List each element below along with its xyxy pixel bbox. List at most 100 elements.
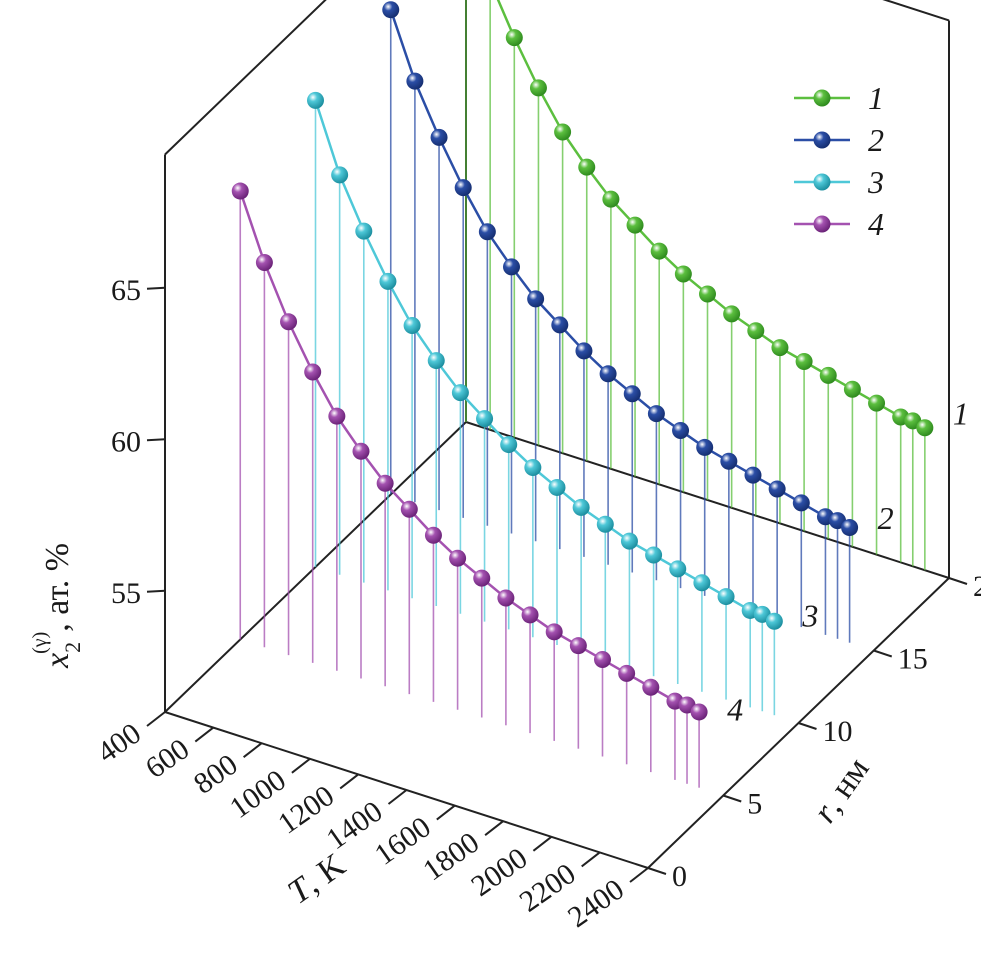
t-tick-mark	[146, 711, 166, 727]
r-tick-label: 15	[898, 643, 928, 676]
r-tick-label: 5	[747, 788, 762, 821]
series-2-point	[551, 316, 569, 334]
legend-label-4: 4	[868, 206, 884, 242]
series-1-point	[554, 123, 572, 141]
t-tick-mark	[291, 758, 311, 774]
legend-label-3: 3	[867, 164, 884, 200]
series-3-point	[693, 574, 711, 592]
series-2-point	[768, 480, 786, 498]
series-3-point	[403, 317, 421, 334]
series-4-point	[231, 182, 249, 200]
series-3-point	[524, 459, 542, 477]
series-2-point	[599, 365, 617, 383]
series-2-line	[389, 9, 851, 529]
series-2-point	[696, 438, 714, 456]
series-1-point	[916, 419, 934, 437]
r-tick-mark	[798, 722, 817, 730]
series-2-point	[841, 519, 859, 537]
x2-tick-mark	[146, 589, 166, 593]
legend-marker-2	[813, 131, 831, 149]
series-1-point	[843, 380, 861, 398]
series-2-point	[720, 452, 738, 470]
series-3-point	[500, 436, 518, 454]
series-2-point	[406, 72, 424, 90]
series-3-point	[355, 222, 373, 240]
series-4-point	[328, 407, 346, 425]
series-4-point	[642, 678, 660, 696]
top-left-edge	[164, 0, 327, 156]
t-axis-ticks: 4006008001000120014001600180020002200240…	[91, 711, 649, 934]
series-1-point	[795, 353, 813, 371]
t-tick-mark	[242, 742, 263, 758]
series-1-point	[819, 366, 837, 384]
x2-tick-mark	[146, 438, 166, 442]
series-1-point	[747, 322, 765, 340]
series-curves	[231, 0, 934, 721]
series-3-point	[645, 546, 663, 564]
series-4-line	[239, 190, 700, 714]
t-axis-label: T, K	[281, 846, 352, 911]
series-2-point	[478, 223, 496, 241]
t-tick-mark	[484, 820, 504, 836]
series-3-point	[669, 560, 687, 578]
series-2-point	[454, 179, 472, 197]
r-tick-mark	[873, 649, 893, 658]
series-4-point	[618, 664, 636, 682]
series-2-point	[792, 494, 810, 512]
series-2-point	[503, 258, 520, 276]
series-4-point	[690, 703, 708, 721]
series-3-point	[717, 588, 735, 606]
series-2-point	[672, 422, 690, 440]
x2-axis-label: x2(γ), ат. %	[29, 543, 85, 669]
series-1-point	[529, 79, 547, 97]
series-4-point	[424, 526, 442, 544]
r-axis-ticks: 0 5 10 15 20	[647, 570, 981, 893]
x2-tick-label: 55	[111, 577, 141, 610]
t-tick-label: 400	[91, 717, 147, 770]
series-3-point	[451, 384, 469, 402]
series-1-point	[674, 265, 692, 283]
series-2-point	[527, 290, 545, 308]
legend-label-1: 1	[868, 80, 884, 116]
t-tick-mark	[532, 836, 553, 852]
series-4-point	[400, 500, 418, 518]
series-4-point	[376, 474, 394, 492]
r-tick-label: 20	[973, 570, 981, 603]
r-tick-mark	[722, 794, 742, 803]
series-1-point	[505, 29, 523, 47]
series-1-point	[650, 242, 668, 260]
series-3-line	[314, 99, 775, 623]
t-tick-mark	[581, 851, 601, 868]
series-2-point	[623, 385, 641, 403]
series-3-point	[379, 272, 397, 290]
series-3-end-label: 3	[801, 598, 818, 634]
series-4-point	[280, 313, 298, 331]
legend-marker-4	[813, 215, 831, 233]
series-1-end-label: 1	[953, 395, 969, 431]
series-3-point	[596, 515, 614, 533]
t-tick-mark	[387, 789, 408, 805]
series-4-point	[352, 442, 370, 460]
series-4-point	[473, 569, 491, 587]
series-4-point	[255, 253, 273, 271]
drop-lines	[239, 0, 926, 788]
series-4-point	[497, 589, 515, 607]
x2-tick-label: 65	[111, 274, 141, 307]
series-3-point	[548, 478, 566, 496]
series-4-point	[569, 637, 587, 655]
legend: 1 2 3 4	[794, 80, 884, 242]
legend-marker-1	[813, 89, 831, 107]
series-1-line	[496, 0, 926, 429]
series-3-point	[476, 410, 494, 428]
r-tick-mark	[647, 867, 667, 875]
series-1-point	[578, 158, 596, 176]
series-4-point	[545, 623, 563, 641]
series-3-point	[427, 352, 445, 370]
legend-label-2: 2	[868, 122, 884, 158]
r-tick-label: 10	[823, 715, 853, 748]
t-tick-label: 600	[140, 732, 196, 785]
series-2-point	[382, 1, 400, 19]
series-4-point	[304, 363, 322, 381]
t-tick-mark	[339, 773, 359, 790]
